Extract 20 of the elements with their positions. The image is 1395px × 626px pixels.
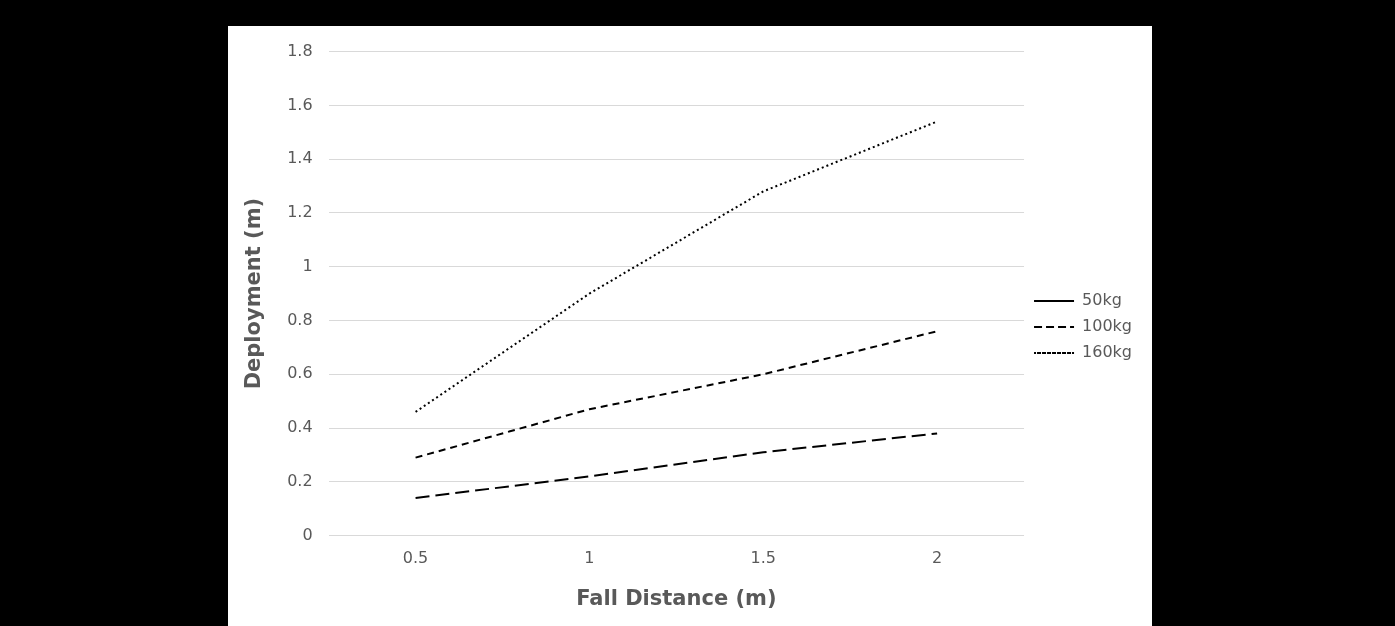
x-tick-label: 2	[932, 548, 943, 568]
y-tick-label: 1.6	[287, 94, 313, 114]
legend-label: 100kg	[1082, 316, 1133, 336]
line-series	[414, 432, 939, 499]
y-tick-label: 1.4	[287, 148, 313, 168]
y-tick-label: 1.8	[287, 40, 313, 60]
x-tick-label: 1	[584, 548, 595, 568]
x-tick-label: 1.5	[750, 548, 776, 568]
y-tick-label: 0	[302, 524, 313, 544]
legend-label: 160kg	[1082, 342, 1133, 362]
y-tick-label: 0.4	[287, 417, 313, 437]
y-tick-label: 0.8	[287, 309, 313, 329]
legend-label: 50kg	[1082, 290, 1122, 310]
y-tick-label: 1	[302, 255, 313, 275]
y-tick-label: 0.2	[287, 470, 313, 490]
y-tick-label: 0.6	[287, 363, 313, 383]
x-axis-title: Fall Distance (m)	[576, 585, 777, 610]
x-tick-label: 0.5	[402, 548, 429, 568]
y-axis-title: Deployment (m)	[241, 197, 266, 390]
y-tick-label: 1.2	[287, 202, 313, 222]
